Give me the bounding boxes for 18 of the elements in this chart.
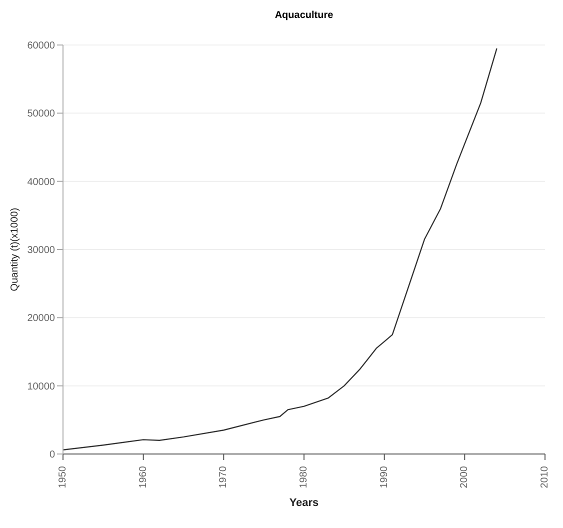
chart-title: Aquaculture <box>274 10 334 21</box>
y-axis-title: Quantity (t)(x1000) <box>10 208 21 292</box>
y-tick-label: 0 <box>49 450 56 461</box>
x-tick-label: 1980 <box>298 466 310 488</box>
y-tick-label: 60000 <box>27 40 56 52</box>
x-tick-label: 1950 <box>58 466 68 488</box>
x-tick-label: 2010 <box>540 466 550 488</box>
y-tick-label: 30000 <box>27 245 56 256</box>
x-tick-label: 1990 <box>378 466 390 488</box>
y-tick-label: 10000 <box>27 381 56 392</box>
x-axis-title: Years <box>289 497 319 509</box>
x-tick-label: 2000 <box>459 466 470 488</box>
line-series <box>63 48 498 451</box>
y-tick-label: 50000 <box>27 108 56 120</box>
y-tick-label: 20000 <box>27 313 56 324</box>
y-tick-label: 40000 <box>27 176 56 188</box>
x-tick-label: 1960 <box>138 466 149 488</box>
x-tick-label: 1970 <box>218 466 230 488</box>
